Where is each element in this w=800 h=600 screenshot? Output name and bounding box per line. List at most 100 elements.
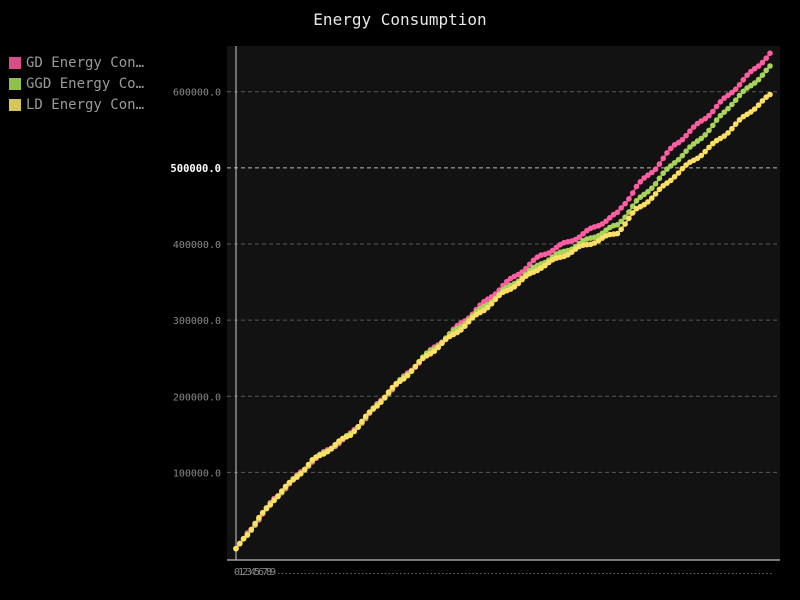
series-2-point-122 — [698, 152, 705, 159]
series-2-point-129 — [725, 130, 731, 136]
series-0-point-103 — [626, 196, 632, 202]
series-2-point-4 — [248, 526, 255, 533]
series-2-point-48 — [416, 359, 422, 365]
series-2-point-10 — [271, 497, 277, 504]
series-0-point-114 — [668, 145, 674, 152]
series-2-point-35 — [366, 409, 373, 416]
series-2-point-52 — [431, 348, 438, 355]
series-0-point-119 — [687, 128, 693, 134]
series-2-point-140 — [767, 91, 773, 98]
series-1-point-133 — [740, 88, 747, 95]
xtick-label-5: 5 — [254, 567, 260, 578]
series-2-point-17 — [298, 471, 304, 477]
series-0-point-132 — [736, 82, 743, 88]
series-1-point-109 — [649, 185, 655, 191]
series-0-point-116 — [675, 139, 682, 146]
series-0-point-129 — [725, 92, 731, 99]
series-2-point-103 — [626, 215, 632, 222]
series-2-point-125 — [710, 140, 716, 147]
series-2-point-130 — [729, 125, 735, 132]
xtick-label-0: 0 — [234, 567, 240, 578]
legend-swatch-gd — [9, 56, 21, 69]
series-0-point-111 — [656, 161, 663, 167]
legend-swatch-ld — [9, 98, 21, 111]
series-2-point-7 — [259, 509, 266, 516]
series-0-point-126 — [713, 103, 720, 110]
series-2-point-66 — [484, 304, 491, 311]
series-1-point-124 — [706, 127, 712, 134]
series-2-point-39 — [382, 394, 388, 401]
series-1-point-127 — [717, 112, 724, 119]
series-2-point-1 — [237, 540, 243, 547]
series-0-point-113 — [664, 150, 670, 156]
series-2-point-75 — [519, 276, 525, 283]
series-1-point-140 — [767, 63, 773, 69]
xtick-label-9: 9 — [270, 567, 276, 578]
series-2-point-6 — [256, 514, 262, 521]
series-2-point-47 — [412, 363, 419, 370]
series-2-point-44 — [401, 376, 407, 382]
series-1-point-112 — [660, 170, 666, 176]
series-0-point-83 — [549, 247, 556, 254]
series-0-point-110 — [652, 166, 659, 172]
series-2-point-41 — [389, 384, 396, 391]
chart-title: Energy Consumption — [313, 10, 487, 29]
series-0-point-90 — [576, 234, 583, 240]
series-2-point-24 — [324, 448, 331, 455]
series-2-point-114 — [668, 177, 674, 184]
series-2-point-2 — [240, 535, 247, 542]
series-2-point-12 — [279, 488, 285, 494]
series-2-point-3 — [244, 532, 251, 538]
series-2-point-34 — [362, 413, 369, 420]
series-2-point-30 — [347, 432, 354, 439]
series-1-point-125 — [710, 122, 716, 129]
series-2-point-46 — [408, 368, 415, 375]
series-2-point-53 — [435, 344, 442, 351]
series-2-point-11 — [275, 493, 281, 499]
series-2-point-115 — [671, 174, 678, 180]
series-1-point-111 — [656, 175, 663, 182]
series-2-point-73 — [511, 284, 518, 290]
series-0-point-98 — [607, 215, 613, 221]
series-0-point-71 — [504, 278, 510, 285]
series-2-point-37 — [374, 403, 380, 409]
series-2-point-128 — [721, 133, 727, 139]
series-0-point-101 — [618, 205, 624, 211]
series-2-point-101 — [618, 226, 624, 233]
series-1-point-119 — [687, 144, 693, 150]
legend: GD Energy Cons… GGD Energy Con… LD Energ… — [9, 52, 148, 115]
series-2-point-110 — [652, 191, 659, 197]
series-2-point-131 — [732, 121, 739, 127]
series-0-point-91 — [580, 231, 586, 237]
legend-item-ld[interactable]: LD Energy Cons… — [9, 94, 148, 115]
series-0-point-117 — [679, 136, 686, 143]
series-2-point-32 — [355, 424, 361, 430]
series-2-point-81 — [542, 262, 548, 269]
series-2-point-54 — [439, 340, 445, 347]
series-1-point-100 — [614, 222, 621, 228]
series-0-point-140 — [767, 50, 773, 56]
series-0-point-104 — [629, 190, 636, 196]
series-2-point-136 — [751, 106, 758, 112]
series-0-point-109 — [649, 169, 655, 176]
series-2-point-111 — [656, 186, 663, 193]
series-0-point-77 — [526, 261, 533, 268]
series-1-point-131 — [732, 97, 739, 103]
series-1-point-113 — [664, 166, 670, 172]
series-1-point-126 — [713, 117, 720, 123]
series-1-point-118 — [683, 148, 689, 154]
series-2-point-40 — [385, 389, 392, 395]
series-2-point-116 — [675, 170, 682, 176]
legend-item-ggd[interactable]: GGD Energy Con… — [9, 73, 148, 94]
xtick-label-7: 7 — [262, 567, 268, 578]
series-2-point-68 — [492, 296, 499, 303]
series-0-point-139 — [763, 55, 769, 61]
series-0-point-102 — [622, 200, 628, 207]
series-2-point-26 — [332, 441, 339, 448]
series-2-point-19 — [305, 461, 312, 468]
series-2-point-123 — [702, 148, 708, 155]
xtick-label-2: 2 — [242, 567, 248, 578]
legend-item-gd[interactable]: GD Energy Cons… — [9, 52, 148, 73]
series-2-point-13 — [282, 483, 289, 490]
series-0-point-106 — [637, 179, 644, 185]
